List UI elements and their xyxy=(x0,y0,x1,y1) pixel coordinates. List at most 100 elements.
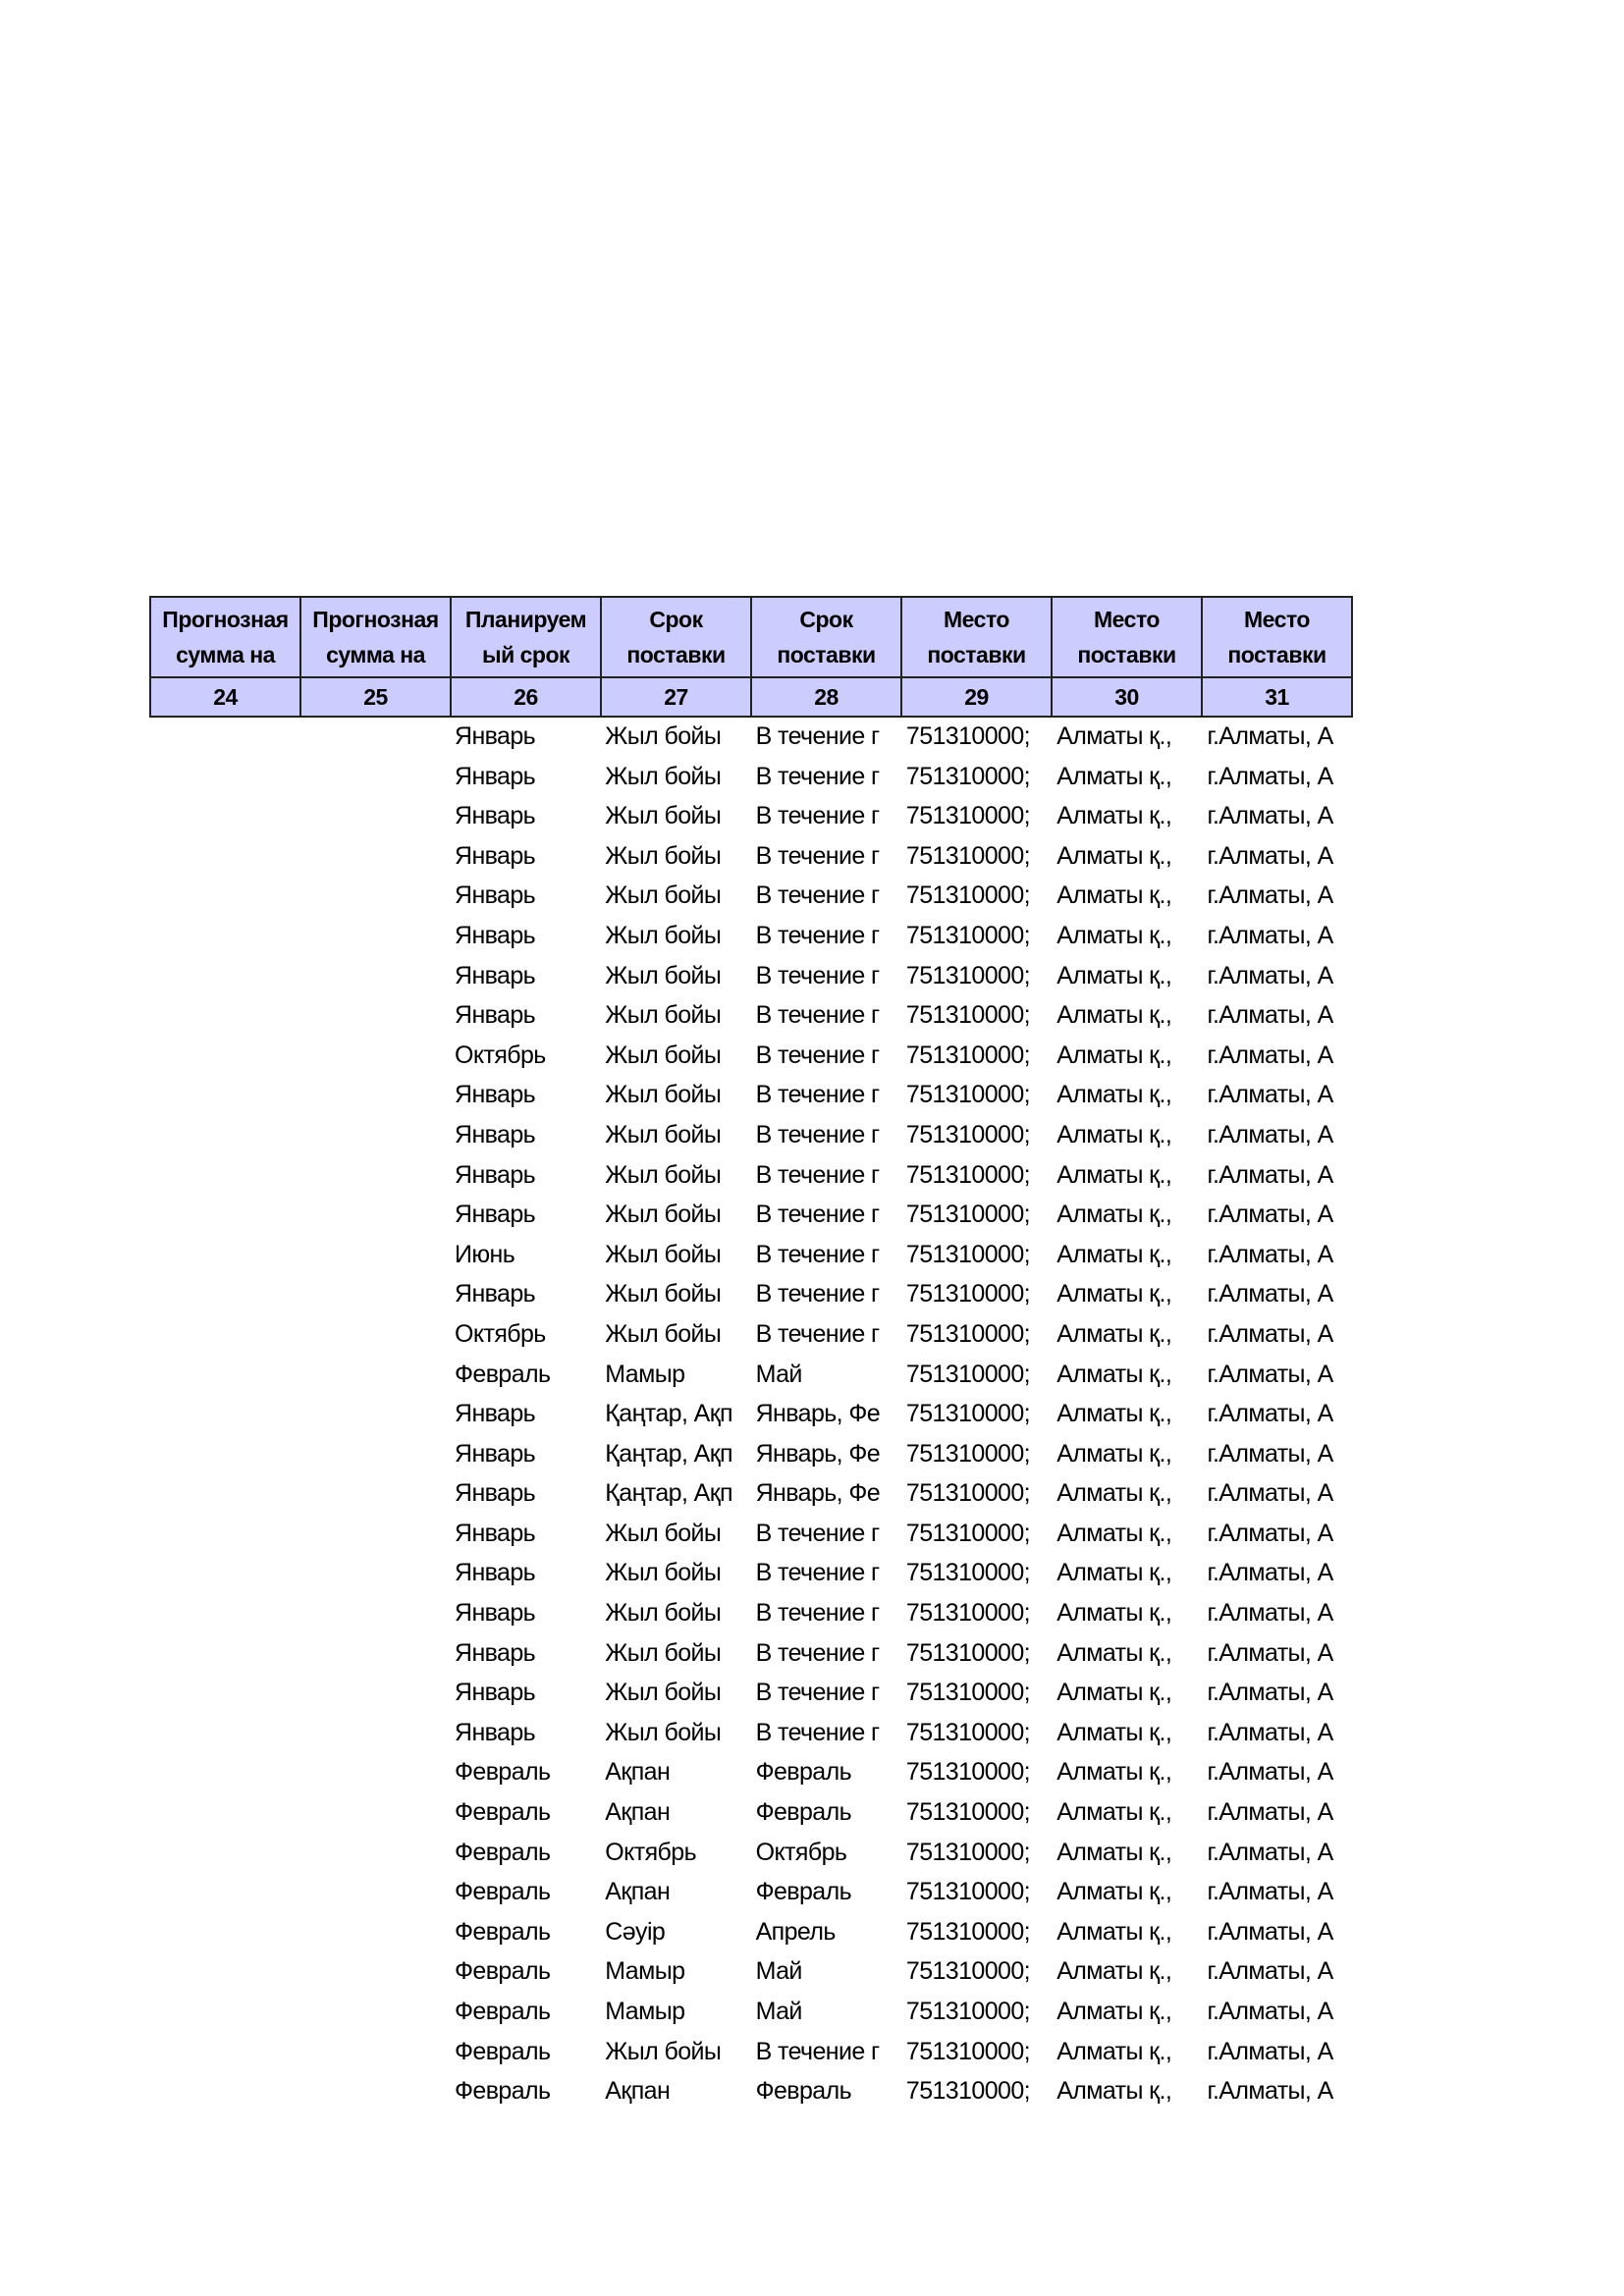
table-cell: Февраль xyxy=(455,1917,551,1946)
table-cell: Февраль xyxy=(755,2077,852,2106)
table-row: Январь Жыл бойы В течение г 751310000; Алмат… xyxy=(450,757,1353,797)
table-cell: Февраль xyxy=(455,1758,551,1787)
table-cell: Февраль xyxy=(455,1878,551,1906)
table-cell: 751310000; xyxy=(905,841,1031,870)
table-row: Январь Қаңтар, Ақп Январь, Фе 751310000; Алм… xyxy=(450,1473,1353,1514)
header-number-row: 24 25 26 27 28 29 30 31 xyxy=(149,676,1353,718)
table-cell: 751310000; xyxy=(905,1439,1031,1468)
table-cell: В течение г xyxy=(755,921,881,949)
table-cell: г.Алматы, А xyxy=(1207,1280,1333,1308)
table-cell: 751310000; xyxy=(905,1240,1031,1268)
table-cell: Жыл бойы xyxy=(605,1718,722,1746)
table-cell: Алматы қ., xyxy=(1056,961,1172,989)
table-cell: Қаңтар, Ақп xyxy=(605,1400,732,1428)
table-row: Февраль Жыл бойы В течение г 751310000; Алма… xyxy=(450,2032,1353,2072)
table-cell: Январь xyxy=(455,722,536,750)
table-cell: Июнь xyxy=(455,1240,515,1268)
table-cell: г.Алматы, А xyxy=(1207,2077,1333,2106)
table-cell: г.Алматы, А xyxy=(1207,1878,1333,1906)
table-cell: Январь xyxy=(455,1280,536,1308)
table-cell: Жыл бойы xyxy=(605,1319,722,1348)
table-cell: В течение г xyxy=(755,1201,881,1229)
table-cell: Жыл бойы xyxy=(605,1001,722,1030)
table-cell: Январь, Фе xyxy=(755,1439,881,1468)
table-cell: В течение г xyxy=(755,1559,881,1587)
table-cell: Алматы қ., xyxy=(1056,921,1172,949)
table-cell: 751310000; xyxy=(905,1718,1031,1746)
table-cell: Алматы қ., xyxy=(1056,1599,1172,1628)
table-cell: Февраль xyxy=(755,1758,852,1787)
table-cell: Жыл бойы xyxy=(605,961,722,989)
column-header: Прогнозная сумма на xyxy=(149,596,301,678)
column-number: 29 xyxy=(900,676,1053,718)
table-cell: г.Алматы, А xyxy=(1207,2037,1333,2065)
table-cell: Мамыр xyxy=(605,1998,685,2025)
table-cell: Январь xyxy=(455,1559,536,1587)
table-cell: Алматы қ., xyxy=(1056,762,1172,790)
table-cell: 751310000; xyxy=(905,1878,1031,1906)
table-row: Февраль Ақпан Февраль 751310000; Алматы қ., г… xyxy=(450,2071,1353,2111)
table-cell: Февраль xyxy=(455,1998,551,2025)
table-cell: В течение г xyxy=(755,1599,881,1628)
table-cell: В течение г xyxy=(755,841,881,870)
table-cell: г.Алматы, А xyxy=(1207,1479,1333,1508)
table-cell: 751310000; xyxy=(905,2037,1031,2065)
table-cell: г.Алматы, А xyxy=(1207,1917,1333,1946)
table-cell: Алматы қ., xyxy=(1056,841,1172,870)
table-cell: 751310000; xyxy=(905,762,1031,790)
table-cell: Жыл бойы xyxy=(605,841,722,870)
table-row: Январь Қаңтар, Ақп Январь, Фе 751310000; Алм… xyxy=(450,1434,1353,1474)
table-cell: г.Алматы, А xyxy=(1207,722,1333,750)
table-cell: Жыл бойы xyxy=(605,1679,722,1707)
table-cell: Октябрь xyxy=(605,1838,696,1866)
table-cell: Февраль xyxy=(455,1957,551,1986)
table-cell: Алматы қ., xyxy=(1056,1479,1172,1508)
table-cell: 751310000; xyxy=(905,881,1031,910)
table-row: Январь Жыл бойы В течение г 751310000; Алмат… xyxy=(450,1673,1353,1713)
table-cell: Жыл бойы xyxy=(605,1201,722,1229)
table-cell: Алматы қ., xyxy=(1056,881,1172,910)
table-cell: Январь xyxy=(455,1638,536,1667)
table-cell: Февраль xyxy=(755,1878,852,1906)
column-number: 25 xyxy=(299,676,452,718)
table-cell: Январь xyxy=(455,1599,536,1628)
table-cell: Январь xyxy=(455,1120,536,1148)
table-cell: Алматы қ., xyxy=(1056,1201,1172,1229)
table-cell: Жыл бойы xyxy=(605,1638,722,1667)
table-cell: Февраль xyxy=(455,1838,551,1866)
table-cell: Алматы қ., xyxy=(1056,1679,1172,1707)
table-cell: г.Алматы, А xyxy=(1207,1559,1333,1587)
table-cell: 751310000; xyxy=(905,1400,1031,1428)
table-cell: г.Алматы, А xyxy=(1207,1838,1333,1866)
table-cell: В течение г xyxy=(755,1081,881,1109)
table-cell: В течение г xyxy=(755,1120,881,1148)
table-cell: г.Алматы, А xyxy=(1207,1439,1333,1468)
table-cell: В течение г xyxy=(755,1519,881,1547)
table-cell: 751310000; xyxy=(905,722,1031,750)
table-cell: Алматы қ., xyxy=(1056,1120,1172,1148)
table-cell: г.Алматы, А xyxy=(1207,1201,1333,1229)
column-number: 30 xyxy=(1051,676,1203,718)
table-cell: В течение г xyxy=(755,1679,881,1707)
table-cell: 751310000; xyxy=(905,1679,1031,1707)
table-cell: Февраль xyxy=(455,1360,551,1388)
table-cell: В течение г xyxy=(755,1041,881,1069)
table-row: Январь Жыл бойы В течение г 751310000; Алмат… xyxy=(450,1195,1353,1235)
table-row: Октябрь Жыл бойы В течение г 751310000; Алма… xyxy=(450,1036,1353,1076)
table-cell: Алматы қ., xyxy=(1056,2037,1172,2065)
table-cell: Февраль xyxy=(455,2037,551,2065)
table-cell: г.Алматы, А xyxy=(1207,1758,1333,1787)
column-number: 28 xyxy=(750,676,902,718)
table-cell: 751310000; xyxy=(905,1519,1031,1547)
table-cell: Сәуір xyxy=(605,1917,666,1946)
table-cell: Қаңтар, Ақп xyxy=(605,1479,732,1508)
table-row: Январь Жыл бойы В течение г 751310000; Алмат… xyxy=(450,796,1353,836)
table-cell: 751310000; xyxy=(905,1599,1031,1628)
table-cell: Ақпан xyxy=(605,2077,671,2106)
table-cell: Жыл бойы xyxy=(605,1240,722,1268)
table-cell: Жыл бойы xyxy=(605,802,722,830)
table-cell: Январь, Фе xyxy=(755,1400,881,1428)
table-cell: 751310000; xyxy=(905,1001,1031,1030)
table-cell: Алматы қ., xyxy=(1056,802,1172,830)
table-cell: Алматы қ., xyxy=(1056,1400,1172,1428)
